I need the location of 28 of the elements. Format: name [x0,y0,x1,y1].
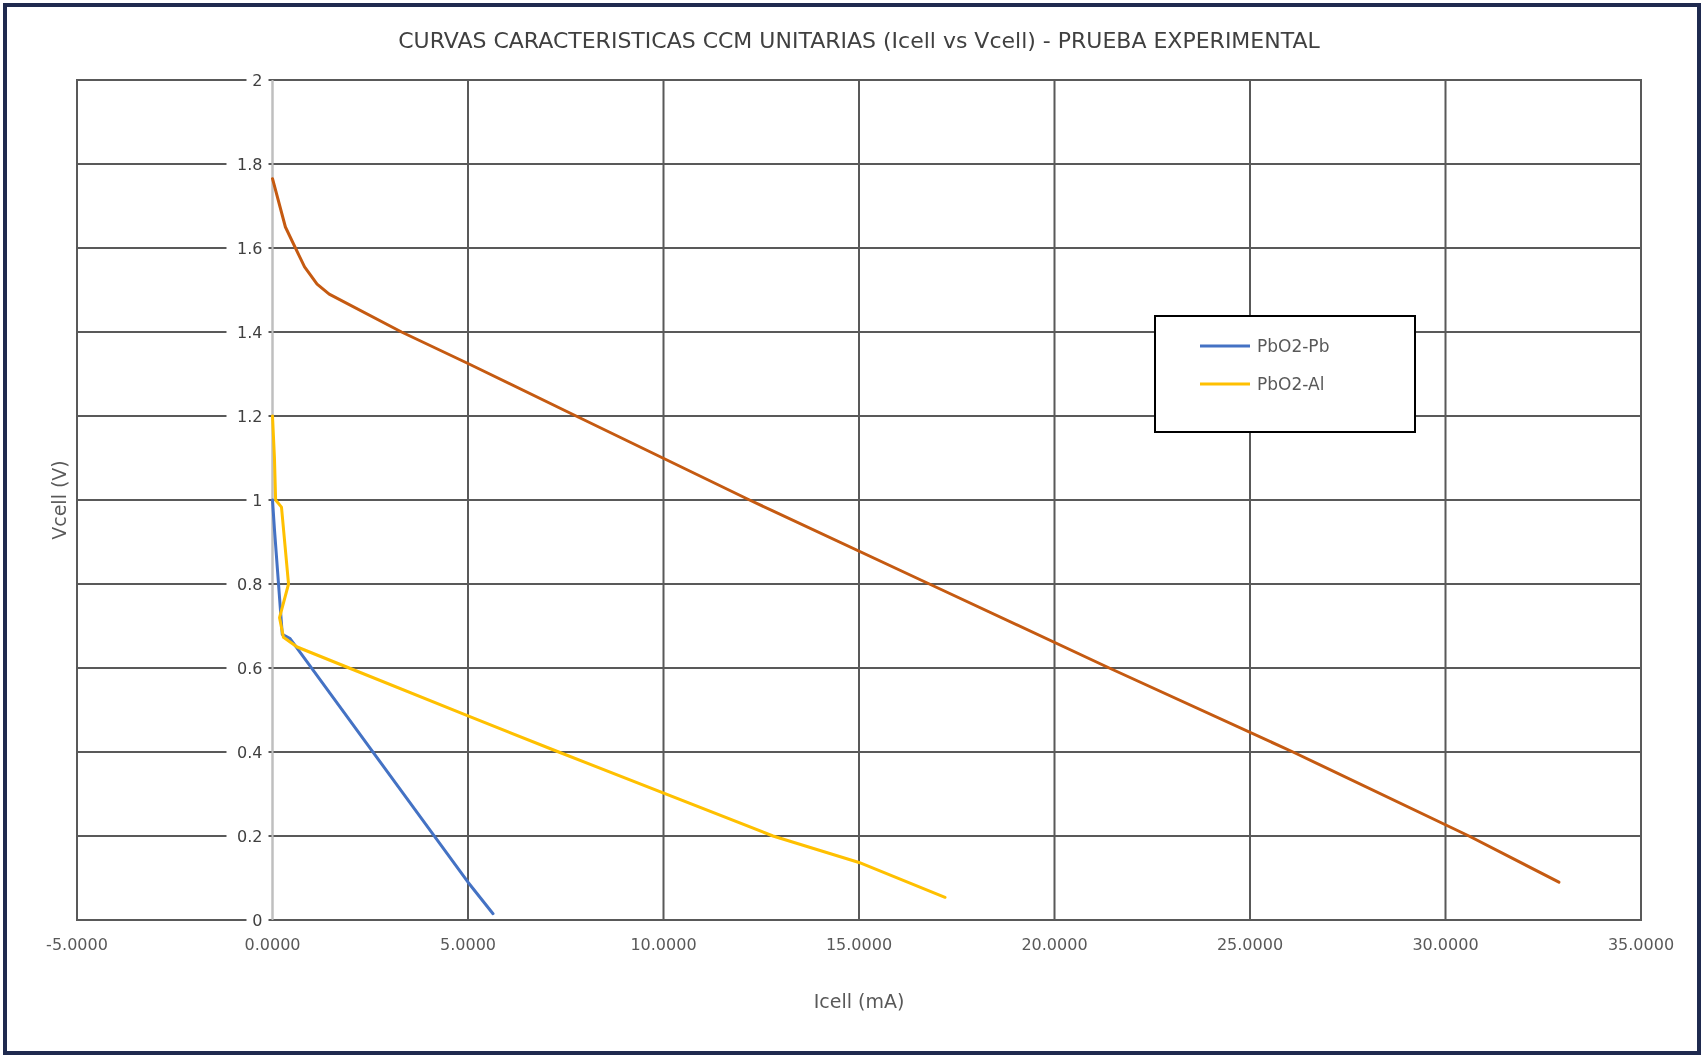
x-tick-label: 10.0000 [630,935,697,954]
line-series [271,177,1561,884]
y-tick-label: 1 [252,491,263,510]
line-series [271,414,947,899]
y-tick-label: 1.6 [237,239,263,258]
y-tick-label: 1.4 [237,323,263,342]
legend-label: PbO2-Pb [1257,336,1330,356]
x-tick-label: 30.0000 [1412,935,1479,954]
x-tick-label: 0.0000 [244,935,301,954]
y-tick-label: 2 [252,71,263,90]
y-tick-label: 0.6 [237,659,263,678]
y-tick-label: 0.8 [237,575,263,594]
x-axis-title: Icell (mA) [813,990,905,1012]
chart-title: CURVAS CARACTERISTICAS CCM UNITARIAS (Icell vs Vcell) - PRUEBA EXPERIMENTAL [398,28,1321,53]
y-tick-label: 0.2 [237,827,263,846]
x-tick-label: -5.0000 [46,935,108,954]
y-tick-label: 1.8 [237,155,263,174]
x-tick-label: 20.0000 [1021,935,1088,954]
y-tick-label: 1.2 [237,407,263,426]
line-series [271,498,495,916]
x-tick-label: 25.0000 [1216,935,1284,954]
legend-label: PbO2-Al [1257,374,1325,394]
x-tick-label: 15.0000 [825,935,893,954]
x-tick-label: 35.0000 [1607,935,1675,954]
y-tick-label: 0.4 [237,743,263,762]
y-tick-label: 0 [252,911,263,930]
y-axis-title: Vcell (V) [48,460,70,540]
x-tick-label: 5.0000 [440,935,496,954]
